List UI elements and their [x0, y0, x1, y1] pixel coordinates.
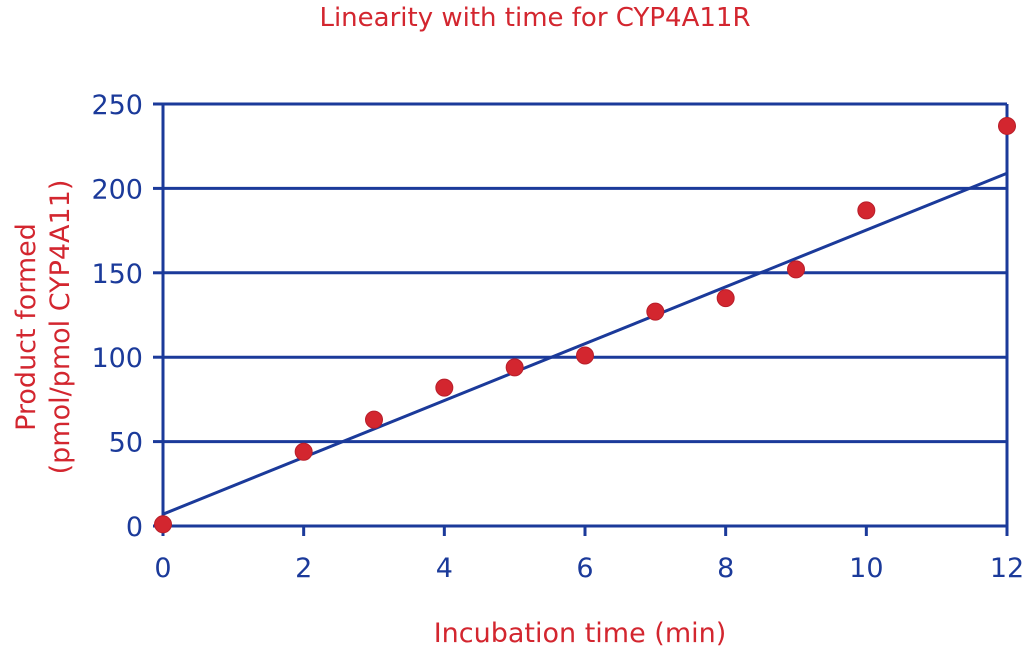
x-tick-label-6: 6 — [576, 553, 593, 584]
x-tick-label-10: 10 — [849, 553, 883, 584]
linear-fit-line — [162, 171, 1008, 516]
y-tick-label-100: 100 — [91, 343, 143, 374]
x-tick-label-2: 2 — [295, 553, 312, 584]
x-tick-label-0: 0 — [154, 553, 171, 584]
y-axis-label: Product formed (pmol/pmol CYP4A11) — [11, 180, 76, 475]
data-point-0-8 — [787, 260, 805, 279]
data-point-0-3 — [435, 378, 454, 397]
axes — [153, 102, 1009, 536]
x-tick-label-12: 12 — [990, 553, 1024, 584]
data-point-0-0 — [154, 515, 172, 534]
chart-title: Linearity with time for CYP4A11R — [319, 3, 750, 33]
y-tick-label-250: 250 — [91, 90, 143, 121]
data-point-0-7 — [716, 289, 735, 308]
y-axis-label-line1: Product formed — [11, 223, 42, 431]
data-point-0-1 — [294, 442, 313, 461]
y-axis-label-line2: (pmol/pmol CYP4A11) — [45, 180, 76, 475]
data-point-0-2 — [365, 410, 383, 429]
trendline — [162, 171, 1008, 516]
grid — [163, 102, 1007, 444]
tick-labels: 0 50 100 150 200 250 0 2 4 6 8 10 12 — [91, 90, 1024, 584]
y-tick-label-200: 200 — [91, 174, 143, 205]
data-point-0-5 — [576, 346, 594, 365]
x-axis-label: Incubation time (min) — [434, 618, 727, 649]
data-point-0-9 — [857, 201, 876, 220]
y-tick-label-0: 0 — [126, 512, 143, 543]
data-point-0-4 — [505, 358, 524, 377]
x-tick-label-4: 4 — [436, 553, 453, 584]
y-tick-label-50: 50 — [109, 428, 143, 459]
data-points — [154, 116, 1016, 534]
y-tick-label-150: 150 — [91, 259, 143, 290]
x-tick-label-8: 8 — [717, 553, 734, 584]
data-point-0-10 — [998, 116, 1016, 135]
data-point-0-6 — [646, 302, 665, 321]
